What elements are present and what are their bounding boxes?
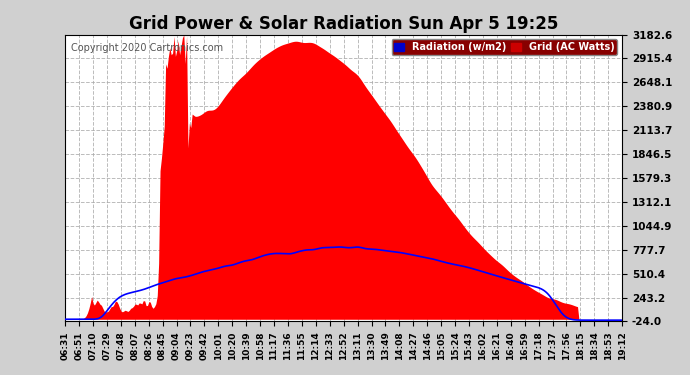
Text: Copyright 2020 Cartronics.com: Copyright 2020 Cartronics.com xyxy=(70,43,223,53)
Legend: Radiation (w/m2), Grid (AC Watts): Radiation (w/m2), Grid (AC Watts) xyxy=(391,39,618,55)
Title: Grid Power & Solar Radiation Sun Apr 5 19:25: Grid Power & Solar Radiation Sun Apr 5 1… xyxy=(129,15,558,33)
